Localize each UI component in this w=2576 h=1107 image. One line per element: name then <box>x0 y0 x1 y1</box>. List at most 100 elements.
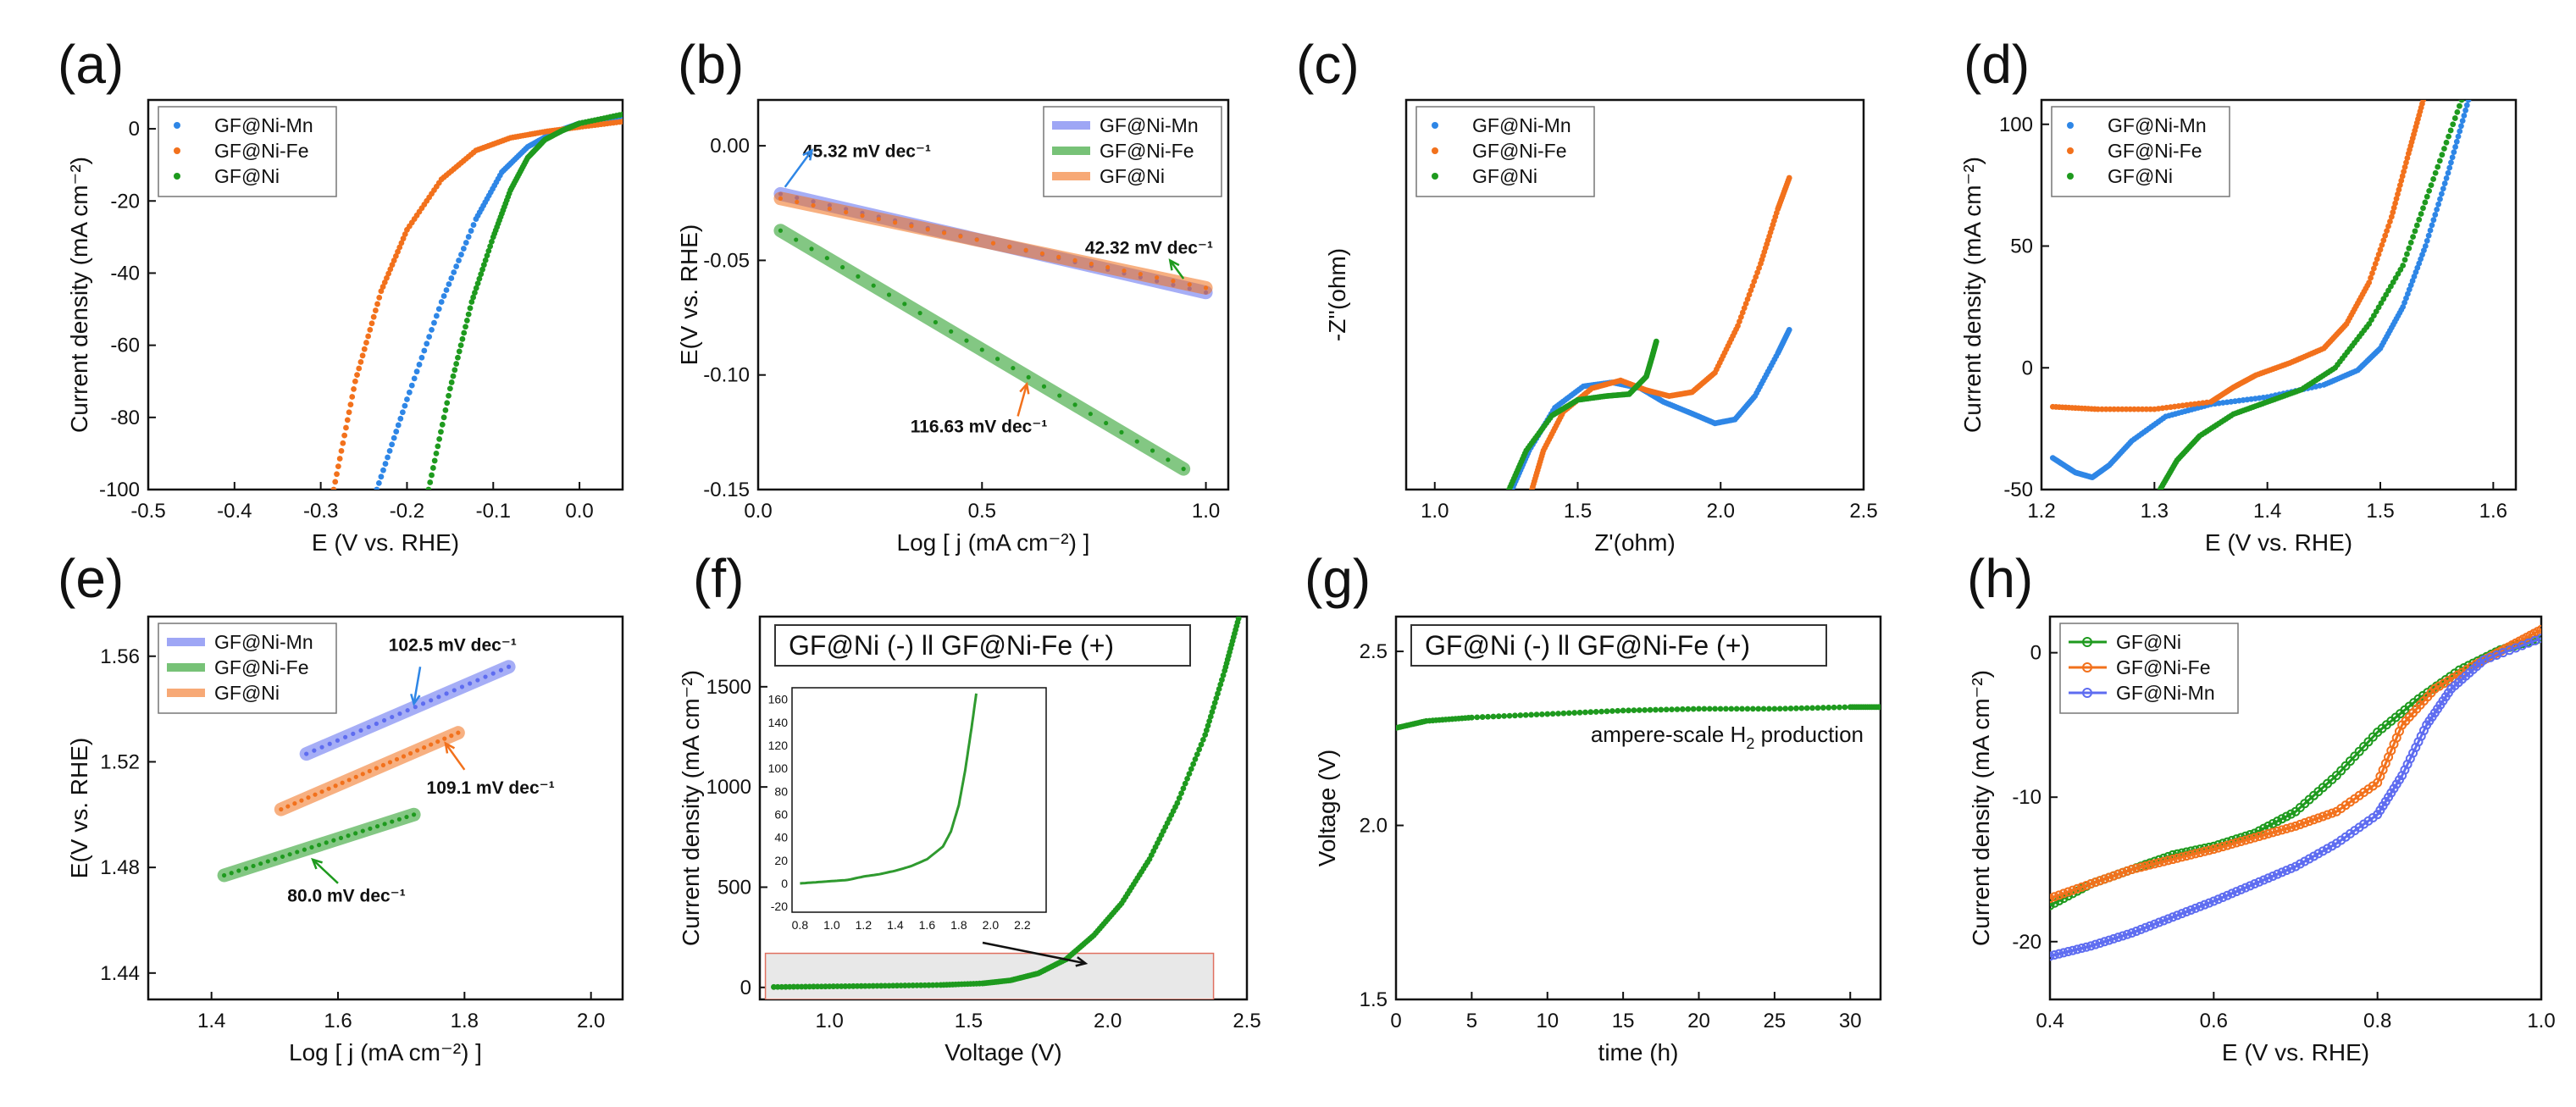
annotation-arrowhead <box>410 693 421 706</box>
series-gf-ni-mn-point <box>408 382 415 389</box>
series-gf-ni-fe-point <box>2172 853 2182 863</box>
series-gf-ni-point <box>429 472 435 479</box>
series-gf-ni-ll-gf-ni-fe--point <box>802 983 809 990</box>
series-gf-ni-fe-point <box>2291 821 2301 831</box>
x-axis-label: Z'(ohm) <box>1594 529 1676 556</box>
legend-marker <box>174 173 180 180</box>
series-gf-ni-ll-gf-ni-fe--point <box>826 983 833 990</box>
series-gf-ni-fe-point <box>2102 406 2109 412</box>
series-gf-ni-fe-point <box>344 417 351 423</box>
series-gf-ni-mn-point <box>460 246 467 252</box>
series-gf-ni-fe-point <box>2396 186 2402 193</box>
panel-e: 1.4 1.6 1.8 2.0 1.44 1.48 1.52 1.56 Log [ j (mA … <box>58 548 624 1065</box>
series-gf-ni-fe-point <box>229 871 234 876</box>
series-gf-ni-ll-gf-ni-fe--point <box>922 982 928 988</box>
series-gf-ni-fe-point <box>2135 406 2141 412</box>
series-gf-ni-point <box>442 407 449 413</box>
series-gf-ni-fe-point <box>338 835 344 840</box>
series-gf-ni-point <box>1072 257 1077 263</box>
series-gf-ni-ll-gf-ni-fe--point <box>1198 741 1205 748</box>
series-gf-ni-point <box>2380 296 2387 302</box>
series-gf-ni-mn-point <box>2185 905 2196 915</box>
y-tick-label: -100 <box>99 479 140 501</box>
series-gf-ni-mn-point <box>2418 256 2424 263</box>
series-gf-ni-fe-point <box>2390 204 2397 211</box>
series-gf-ni-point <box>2430 176 2436 182</box>
series-gf-ni-fe-point <box>343 424 349 431</box>
series-gf-ni-point <box>401 754 407 759</box>
y-tick-label: 0.00 <box>710 135 750 158</box>
annotation-arrow <box>444 742 466 771</box>
note-text: production <box>1754 722 1864 747</box>
series-gf-ni-fe-point <box>824 256 829 261</box>
series-gf-ni-fe-point <box>917 311 922 316</box>
series-gf-ni-ll-gf-ni-fe--point <box>1220 672 1227 678</box>
series-gf-ni-fe-point <box>2077 882 2087 892</box>
y-tick-label: -0.10 <box>703 364 750 387</box>
series-gf-ni-fe-point <box>331 838 336 843</box>
series-gf-ni-fe-point <box>2191 849 2201 859</box>
x-tick-label: 1.3 <box>2141 500 2169 523</box>
series-gf-ni-point <box>306 795 311 800</box>
series-gf-ni-point <box>407 750 413 756</box>
series-gf-ni-fe-point <box>2263 828 2274 839</box>
series-gf-ni-fe-point <box>778 228 784 233</box>
series-gf-ni-point <box>463 324 468 330</box>
series-gf-ni-ll-gf-ni-fe--point <box>1831 704 1837 711</box>
series-gf-ni-point <box>429 465 436 471</box>
legend-marker <box>2067 122 2074 129</box>
series-gf-ni-mn-point <box>2419 252 2425 258</box>
y-tick-label: 1.44 <box>100 962 140 985</box>
series-gf-ni-ll-gf-ni-fe--point <box>1760 706 1767 712</box>
panel-label: (c) <box>1296 34 1360 95</box>
x-tick-label: 2.0 <box>577 1010 605 1032</box>
series-gf-ni-mn-point <box>2077 944 2087 954</box>
series-gf-ni-mn-point <box>358 728 363 733</box>
series-gf-ni-mn-point <box>2458 123 2464 130</box>
plot-frame <box>147 615 624 1001</box>
legend-label: GF@Ni-Fe <box>214 656 309 678</box>
inset-y-tick-label: -20 <box>771 899 788 913</box>
series-gf-ni-fe-point <box>2127 406 2134 412</box>
series-gf-ni-fe-point <box>2147 406 2153 412</box>
series-gf-ni-point <box>2406 245 2413 252</box>
panel-a: -0.5 -0.4 -0.3 -0.2 -0.1 0.0 -100 -80 -60 -40 -20 0… <box>58 34 624 556</box>
series-gf-ni-point <box>346 778 352 783</box>
series-gf-ni-point <box>446 392 451 399</box>
series-gf-ni-ll-gf-ni-fe--point <box>894 982 900 989</box>
series-gf-ni-ll-gf-ni-fe--point <box>866 982 873 989</box>
series-gf-ni-fe-point <box>258 861 263 866</box>
series-gf-ni-ll-gf-ni-fe--point <box>1787 706 1794 711</box>
series-gf-ni-mn-point <box>2406 286 2413 293</box>
x-tick-label: 0.0 <box>565 500 593 523</box>
series-gf-ni-fe-point <box>2050 894 2055 904</box>
series-gf-ni-fe-point <box>1072 402 1077 407</box>
series-gf-ni-ll-gf-ni-fe--point <box>1217 681 1224 688</box>
plot-area <box>1396 704 1881 731</box>
series-gf-ni-point <box>2451 115 2458 121</box>
series-gf-ni-point <box>436 435 443 442</box>
series-gf-ni-mn-point <box>2440 185 2446 192</box>
y-tick-label: 50 <box>2010 235 2033 258</box>
series-gf-ni-ll-gf-ni-fe--point <box>774 983 781 990</box>
inset-x-tick-label: 1.2 <box>856 918 873 932</box>
series-gf-ni-mn-point <box>2459 118 2466 125</box>
series-gf-ni-point <box>2441 146 2447 152</box>
series-gf-ni-fe-point <box>1756 265 1762 271</box>
series-gf-ni-mn-point <box>351 731 356 736</box>
series-gf-ni-point <box>415 748 420 753</box>
series-gf-ni-fe-point <box>372 307 379 313</box>
series-gf-ni-mn-point <box>451 269 457 275</box>
series-gf-ni-point <box>292 801 297 806</box>
series-gf-ni-ll-gf-ni-fe--point <box>1820 705 1826 711</box>
series-gf-ni-ll-gf-ni-fe--point <box>1517 712 1524 718</box>
series-gf-ni-point <box>1007 244 1012 249</box>
series-gf-ni-mn-point <box>2050 950 2059 960</box>
series-gf-ni-point <box>468 299 475 305</box>
x-tick-label: 1.0 <box>1192 500 1220 523</box>
legend-label: GF@Ni <box>2108 165 2173 187</box>
series-gf-ni-ll-gf-ni-fe--point <box>1809 705 1815 711</box>
plot-area <box>330 111 623 490</box>
series-gf-ni-ll-gf-ni-fe--point <box>834 983 840 989</box>
series-gf-ni-mn-point <box>2277 867 2287 877</box>
